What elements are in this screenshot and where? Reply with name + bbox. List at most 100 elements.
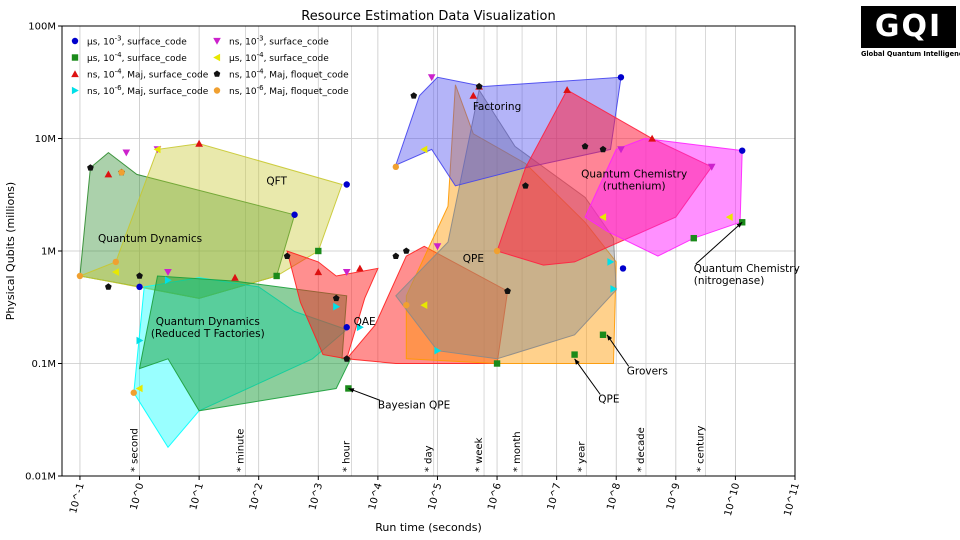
annotation-arrowhead [736, 222, 743, 228]
data-point [739, 147, 746, 154]
data-point [343, 181, 350, 188]
region-annotation: QPE [463, 253, 484, 265]
annotation-arrowhead [348, 388, 355, 393]
data-point [104, 170, 113, 178]
data-point [136, 272, 143, 279]
legend-label-part: ns, 10 [87, 71, 115, 81]
legend-label-part: , surface_code [122, 38, 188, 48]
data-point [610, 285, 618, 293]
y-tick-label: 10M [35, 134, 56, 145]
time-marker-label: * century [696, 425, 707, 472]
data-point [707, 163, 716, 171]
data-point [617, 74, 625, 81]
data-point [343, 355, 351, 362]
data-point [392, 252, 400, 259]
time-marker-label: * year [576, 441, 587, 472]
data-point [315, 247, 322, 255]
time-marker-label: * hour [341, 440, 352, 472]
annotation-line: (Reduced T Factories) [151, 328, 265, 340]
data-point [87, 164, 94, 171]
data-point [607, 258, 615, 266]
data-point [617, 146, 625, 154]
data-point [164, 276, 172, 284]
data-point [403, 301, 410, 309]
gqi-logo-mark: GQI [861, 6, 956, 48]
region-annotation: QPE [598, 394, 619, 406]
data-point [434, 346, 442, 355]
region-annotation: Bayesian QPE [378, 399, 450, 411]
data-point [314, 268, 323, 276]
annotation-arrow [348, 387, 381, 401]
annotation-line: Factoring [473, 101, 521, 113]
data-point [231, 273, 239, 281]
legend-label: μs, 10-4, surface_code [229, 51, 329, 64]
data-point [690, 234, 697, 242]
data-point [76, 272, 84, 280]
annotation-arrow [606, 334, 630, 367]
data-point [122, 149, 131, 157]
legend-label-part: μs, 10 [229, 54, 257, 64]
legend-label-part: , Maj, surface_code [122, 71, 209, 81]
data-point [581, 142, 589, 150]
annotation-arrow [695, 221, 743, 265]
data-point [392, 163, 400, 171]
annotation-arrowhead [574, 358, 580, 365]
data-point [273, 272, 280, 280]
region-annotation: Quantum Dynamics [98, 233, 202, 245]
data-point [136, 283, 143, 291]
data-point [475, 83, 483, 90]
data-point [599, 331, 607, 338]
legend-label-part: , surface_code [264, 38, 330, 48]
data-point [345, 385, 352, 392]
data-point [493, 360, 501, 367]
legend-label-part: , surface_code [264, 54, 330, 64]
annotation-arrowhead [607, 334, 613, 341]
data-point [469, 91, 478, 99]
data-point [71, 37, 79, 45]
annotation-line: QFT [266, 176, 287, 188]
data-points [76, 74, 746, 396]
annotation-line: (nitrogenase) [694, 275, 765, 287]
data-point [356, 323, 364, 332]
data-point [105, 283, 112, 290]
legend-label-exponent: -3 [115, 35, 122, 43]
data-point [433, 243, 442, 251]
region-annotation: Grovers [627, 365, 668, 377]
region-polygon [286, 250, 379, 360]
legend-label: ns, 10-6, Maj, floquet_code [229, 84, 349, 97]
legend-label: μs, 10-3, surface_code [87, 35, 187, 48]
data-point [493, 247, 501, 255]
data-point [410, 92, 418, 99]
data-point [213, 37, 221, 45]
annotation-line: Quantum Dynamics [156, 316, 260, 328]
legend-label-part: ns, 10 [229, 87, 257, 97]
annotation-line: Bayesian QPE [378, 399, 450, 411]
legend-label-exponent: -3 [257, 35, 264, 43]
data-point [420, 145, 428, 154]
data-point [195, 139, 203, 147]
annotation-line: QAE [354, 316, 376, 328]
legend-label-part: μs, 10 [87, 54, 115, 64]
data-point [130, 389, 137, 396]
data-point [213, 53, 221, 62]
legend-label-part: , surface_code [122, 54, 188, 64]
gqi-logo-tagline: Global Quantum Intelligence [861, 50, 960, 58]
data-point [153, 145, 161, 154]
annotation-line: QPE [598, 394, 619, 406]
data-point [71, 70, 79, 78]
legend-label-part: , Maj, surface_code [122, 87, 209, 97]
data-point [504, 287, 511, 294]
data-point [648, 134, 656, 142]
data-point [283, 252, 291, 259]
data-point [356, 264, 364, 272]
legend-label-exponent: -6 [257, 84, 265, 92]
data-point [619, 265, 627, 272]
data-point [427, 74, 436, 82]
region-annotation: QAE [354, 316, 376, 328]
data-point [332, 294, 340, 302]
legend-label-exponent: -4 [257, 51, 265, 59]
legend-label-part: , Maj, floquet_code [264, 87, 350, 97]
region-annotation: QFT [266, 176, 287, 188]
